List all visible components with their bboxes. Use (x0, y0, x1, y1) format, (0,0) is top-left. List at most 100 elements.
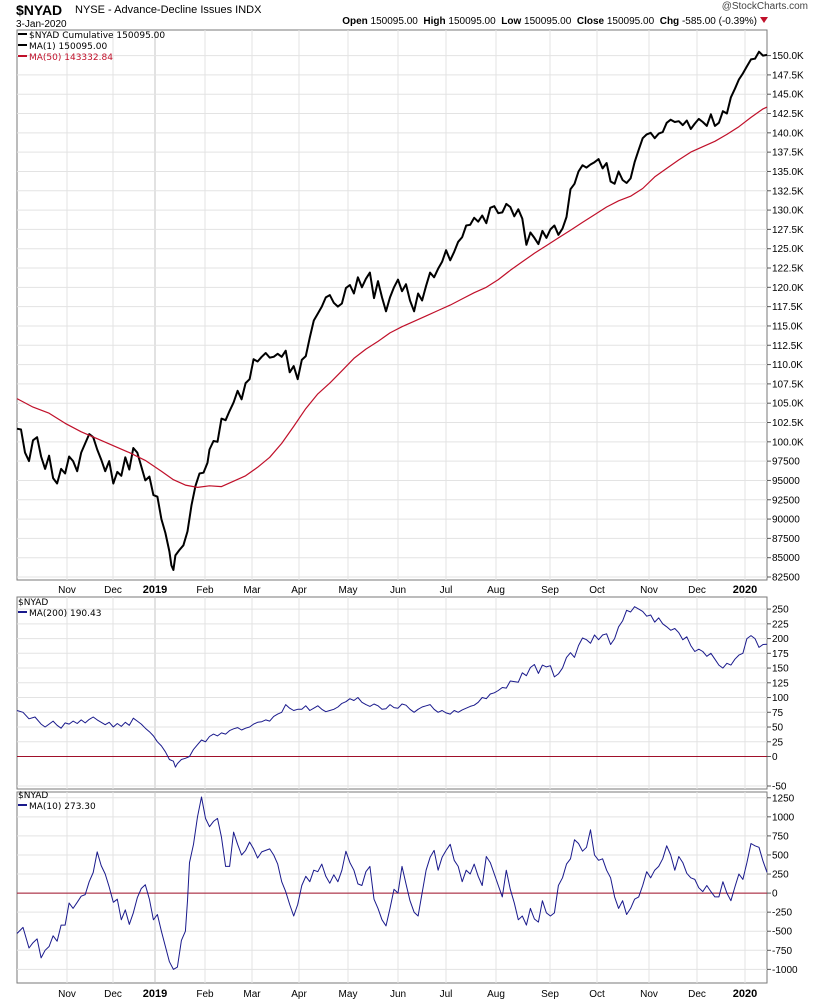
y-tick-label: 132.5K (772, 186, 804, 197)
legend-ma200: MA(200) 190.43 (29, 609, 102, 619)
y-tick-label: 150 (772, 664, 789, 675)
x-tick-label: 2019 (143, 988, 167, 1000)
symbol-title: $NYAD (16, 2, 63, 18)
y-tick-label: 200 (772, 634, 789, 645)
chart-header: $NYAD NYSE - Advance-Decline Issues INDX… (0, 0, 820, 30)
series-ma-1--line (16, 50, 768, 571)
x-tick-label: Nov (58, 585, 76, 596)
y-tick-label: 115.0K (772, 321, 803, 332)
y-tick-label: -50 (772, 782, 787, 793)
y-tick-label: 117.5K (772, 302, 803, 313)
y-tick-label: 250 (772, 870, 789, 881)
main-legend: $NYAD Cumulative 150095.00 MA(1) 150095.… (18, 31, 165, 64)
x-tick-label: Dec (688, 989, 706, 1000)
high-value: 150095.00 (448, 16, 496, 27)
panel-ma10-frame (16, 791, 768, 984)
panel-ma200-frame (16, 596, 768, 790)
ma200-legend: $NYAD MA(200) 190.43 (18, 598, 101, 620)
x-tick-label: Jul (440, 585, 453, 596)
series-ma-200--line (16, 606, 768, 768)
y-tick-label: 175 (772, 649, 789, 660)
low-value: 150095.00 (524, 16, 572, 27)
low-label: Low (501, 16, 522, 27)
y-tick-label: 92500 (772, 495, 800, 506)
ma50-swatch (18, 55, 27, 57)
x-tick-label: Mar (243, 585, 261, 596)
y-tick-label: 142.5K (772, 109, 804, 120)
y-tick-label: 137.5K (772, 148, 804, 159)
ma10-swatch (18, 804, 27, 806)
legend-ma1: MA(1) 150095.00 (29, 42, 108, 52)
open-value: 150095.00 (370, 16, 418, 27)
series-ma-50--line (16, 106, 768, 488)
x-tick-label: Apr (291, 989, 307, 1000)
y-tick-label: 97500 (772, 457, 800, 468)
y-tick-label: 102.5K (772, 418, 804, 429)
y-tick-label: 87500 (772, 534, 800, 545)
ma1-swatch (18, 44, 27, 46)
x-tick-label: Aug (487, 989, 505, 1000)
y-tick-label: 135.0K (772, 167, 804, 178)
x-tick-label: Jun (390, 989, 406, 1000)
chg-value: -585.00 (-0.39%) (681, 16, 757, 27)
x-tick-label: Dec (104, 989, 122, 1000)
legend-ma10: MA(10) 273.30 (29, 802, 96, 812)
y-tick-label: 1250 (772, 793, 795, 804)
close-label: Close (576, 16, 605, 27)
x-tick-label: Oct (589, 989, 605, 1000)
y-tick-label: 107.5K (772, 379, 804, 390)
y-tick-label: 25 (772, 737, 784, 748)
x-tick-label: Jun (390, 585, 406, 596)
y-tick-label: 112.5K (772, 341, 803, 352)
y-tick-label: 125 (772, 678, 789, 689)
y-tick-label: 90000 (772, 515, 800, 526)
quote-line: Open 150095.00 High 150095.00 Low 150095… (342, 16, 768, 27)
chart-date: 3-Jan-2020 (16, 19, 67, 30)
ma10-legend: $NYAD MA(10) 273.30 (18, 791, 96, 813)
x-tick-label: Oct (589, 585, 605, 596)
x-tick-label: May (339, 585, 358, 596)
y-tick-label: 82500 (772, 573, 800, 584)
y-tick-label: 150.0K (772, 51, 804, 62)
y-tick-label: 125.0K (772, 244, 804, 255)
y-tick-label: 1000 (772, 812, 795, 823)
y-tick-label: 100 (772, 693, 789, 704)
x-tick-label: Aug (487, 585, 505, 596)
x-tick-label: Mar (243, 989, 261, 1000)
panel-main-frame (16, 29, 768, 581)
y-tick-label: 85000 (772, 553, 800, 564)
price-swatch (18, 33, 27, 35)
y-tick-label: 110.0K (772, 360, 803, 371)
x-tick-label: Sep (541, 989, 559, 1000)
x-tick-label: Dec (688, 585, 706, 596)
y-tick-label: 0 (772, 752, 778, 763)
down-arrow-icon (760, 17, 768, 23)
ma200-swatch (18, 611, 27, 613)
y-tick-label: 750 (772, 831, 789, 842)
legend-p2-symbol: $NYAD (18, 598, 49, 608)
y-tick-label: 147.5K (772, 70, 804, 81)
y-tick-label: 120.0K (772, 283, 804, 294)
y-tick-label: 140.0K (772, 128, 804, 139)
x-tick-label: 2020 (733, 584, 757, 596)
high-label: High (423, 16, 446, 27)
legend-ma50: MA(50) 143332.84 (29, 53, 113, 63)
x-tick-label: 2020 (733, 988, 757, 1000)
x-tick-label: Apr (291, 585, 307, 596)
chg-label: Chg (659, 16, 680, 27)
open-label: Open (342, 16, 368, 27)
y-tick-label: 75 (772, 708, 784, 719)
legend-p3-symbol: $NYAD (18, 791, 49, 801)
series-ma-10--line (16, 796, 768, 970)
y-tick-label: 127.5K (772, 225, 804, 236)
y-tick-label: 250 (772, 605, 789, 616)
y-tick-label: -750 (772, 946, 792, 957)
y-tick-label: 95000 (772, 476, 800, 487)
y-tick-label: 50 (772, 723, 784, 734)
brand-logo: @StockCharts.com (721, 1, 808, 12)
x-tick-label: Jul (440, 989, 453, 1000)
y-tick-label: 225 (772, 619, 789, 630)
x-tick-label: Feb (196, 585, 214, 596)
legend-cumulative: $NYAD Cumulative 150095.00 (29, 31, 166, 41)
